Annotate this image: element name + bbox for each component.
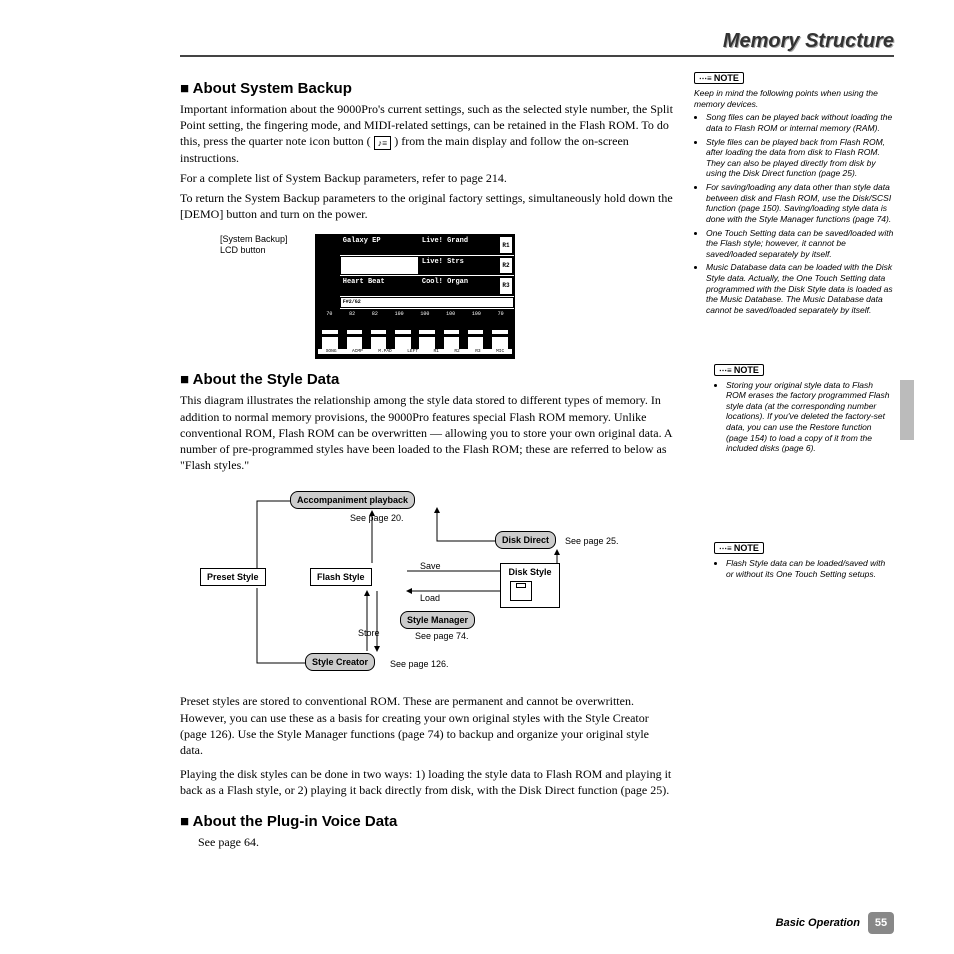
lcd-caption: [System Backup] LCD button xyxy=(220,234,300,256)
page-header: Memory Structure xyxy=(180,30,894,57)
lcd-labels: SONGACMPM.PADLEFTR1R2R3MIC xyxy=(318,349,512,354)
heading-system-backup: About System Backup xyxy=(180,80,674,97)
page-edge-tab xyxy=(900,380,914,440)
page-footer: Basic Operation 55 xyxy=(776,912,894,934)
diagram-manager: Style Manager xyxy=(400,611,475,629)
diagram-store: Store xyxy=(358,628,380,638)
note-item: Song files can be played back without lo… xyxy=(706,112,894,133)
floppy-icon xyxy=(510,581,532,601)
note-item: Music Database data can be loaded with t… xyxy=(706,262,894,315)
note-label-3: NOTE xyxy=(714,542,764,554)
diagram-diskdirect-ref: See page 25. xyxy=(565,536,619,546)
note-item: For saving/loading any data other than s… xyxy=(706,182,894,225)
lcd-right1: Live! Grand xyxy=(420,236,497,253)
plugin-paragraph: See page 64. xyxy=(198,834,674,850)
backup-paragraph-2: For a complete list of System Backup par… xyxy=(180,170,674,186)
lcd-right3: Cool! Organ xyxy=(420,277,497,294)
note-item: Storing your original style data to Flas… xyxy=(726,380,894,454)
style-paragraph-3: Playing the disk styles can be done in t… xyxy=(180,766,674,798)
diagram-save: Save xyxy=(420,561,441,571)
diagram-load: Load xyxy=(420,593,440,603)
lcd-left3: Heart Beat xyxy=(341,277,418,294)
footer-section: Basic Operation xyxy=(776,917,860,929)
backup-paragraph-1: Important information about the 9000Pro'… xyxy=(180,101,674,166)
style-diagram: Accompaniment playback See page 20. Disk… xyxy=(200,483,674,683)
diagram-accomp: Accompaniment playback xyxy=(290,491,415,509)
diagram-preset: Preset Style xyxy=(200,568,266,586)
lcd-r3: R3 xyxy=(499,277,513,294)
note3-list: Flash Style data can be loaded/saved wit… xyxy=(714,558,894,579)
note-label-1: NOTE xyxy=(694,72,744,84)
note-item: Flash Style data can be loaded/saved wit… xyxy=(726,558,894,579)
note-item: One Touch Setting data can be saved/load… xyxy=(706,228,894,260)
diagram-accomp-ref: See page 20. xyxy=(350,513,404,523)
lcd-r2: R2 xyxy=(499,257,513,274)
style-paragraph-2: Preset styles are stored to conventional… xyxy=(180,693,674,758)
note1-list: Song files can be played back without lo… xyxy=(694,112,894,315)
lcd-left1: Galaxy EP xyxy=(341,236,418,253)
diagram-manager-ref: See page 74. xyxy=(415,631,469,641)
lcd-right2: Live! Strs xyxy=(420,257,497,274)
note-box-3: NOTE Flash Style data can be loaded/save… xyxy=(714,542,894,579)
backup-paragraph-3: To return the System Backup parameters t… xyxy=(180,190,674,222)
diagram-creator-ref: See page 126. xyxy=(390,659,449,669)
footer-page-number: 55 xyxy=(868,912,894,934)
note1-intro: Keep in mind the following points when u… xyxy=(694,88,894,109)
quarter-note-icon: ♪≡ xyxy=(374,136,392,150)
lcd-screenshot: Galaxy EP Live! Grand R1 Live! Strs R2 H… xyxy=(315,234,515,359)
note-item: Style files can be played back from Flas… xyxy=(706,137,894,180)
lcd-sliders xyxy=(318,317,512,349)
diagram-creator: Style Creator xyxy=(305,653,375,671)
lcd-left2 xyxy=(341,257,418,274)
note2-list: Storing your original style data to Flas… xyxy=(714,380,894,454)
diagram-flash: Flash Style xyxy=(310,568,372,586)
style-paragraph-1: This diagram illustrates the relationshi… xyxy=(180,392,674,473)
diagram-diskdirect: Disk Direct xyxy=(495,531,556,549)
note-box-2: NOTE Storing your original style data to… xyxy=(714,364,894,454)
lcd-r1: R1 xyxy=(499,236,513,253)
note-label-2: NOTE xyxy=(714,364,764,376)
heading-plugin: About the Plug-in Voice Data xyxy=(180,813,674,830)
note-box-1: NOTE Keep in mind the following points w… xyxy=(694,72,894,316)
lcd-info: F#2/G2 xyxy=(341,298,513,308)
heading-style-data: About the Style Data xyxy=(180,371,674,388)
